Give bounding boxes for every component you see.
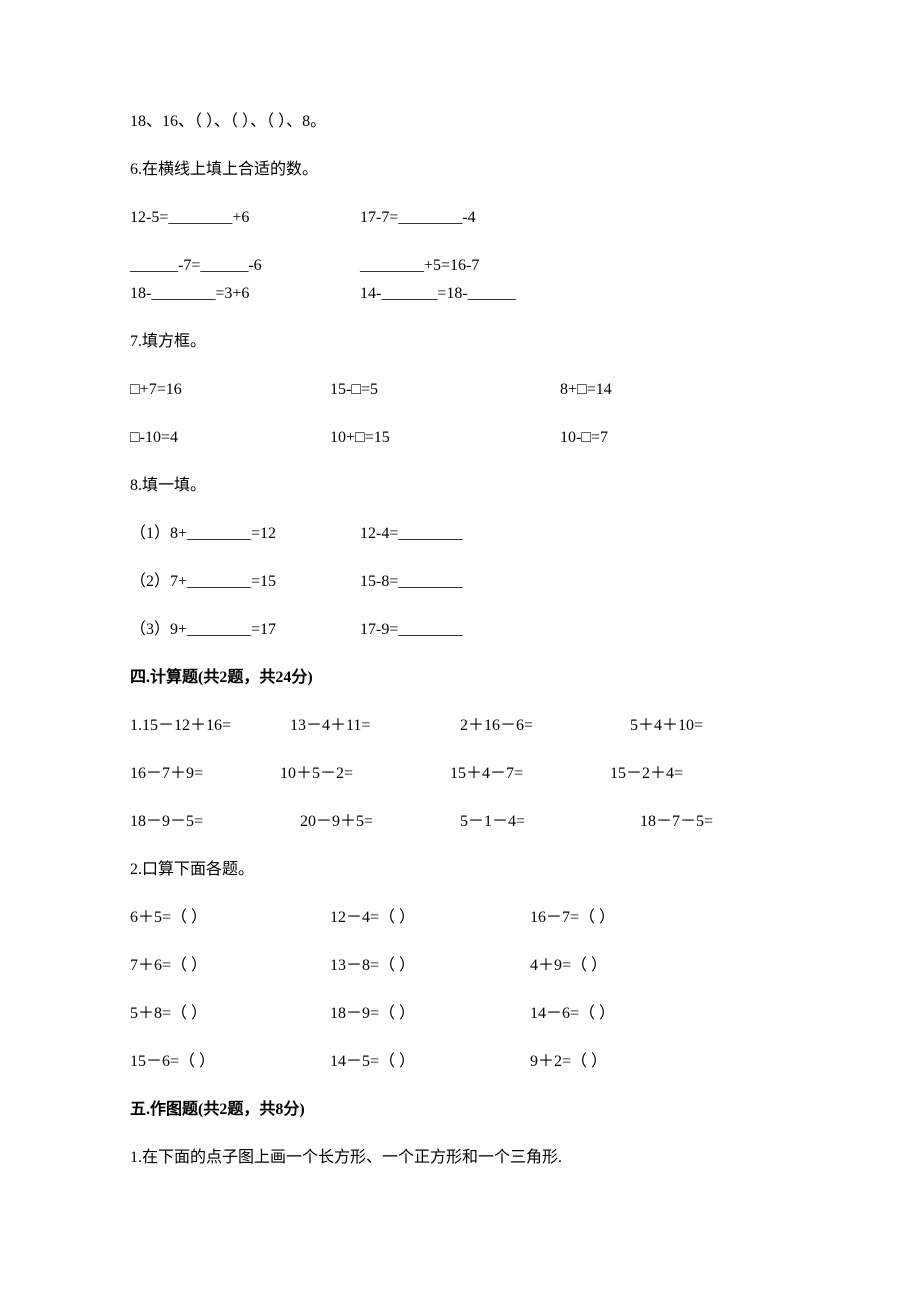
s4-q2-r2-c2: 13－8=（ ） (330, 954, 530, 978)
q6-r3-right: 14-_______=18-______ (360, 282, 516, 306)
q7-row-1: □+7=16 15-□=5 8+□=14 (130, 378, 795, 402)
q8-row-3: （3）9+________=17 17-9=________ (130, 618, 795, 642)
q5-suffix: 、8。 (286, 113, 326, 130)
s4-q1-row-1: 1.15－12＋16= 13－4＋11= 2＋16－6= 5＋4＋10= (130, 714, 795, 738)
q7-r1-c1: □+7=16 (130, 378, 330, 402)
q5-blank-1: （ ） (194, 113, 214, 130)
s4-q2-row-4: 15－6=（ ） 14－5=（ ） 9＋2=（ ） (130, 1050, 795, 1074)
s4-q2-r4-c3: 9＋2=（ ） (530, 1050, 607, 1074)
q8-r2-right: 15-8=________ (360, 570, 462, 594)
q8-r3-left: （3）9+________=17 (130, 618, 360, 642)
s4-q2-r3-c3: 14－6=（ ） (530, 1002, 615, 1026)
s4-q1-r2-c2: 10＋5－2= (280, 762, 450, 786)
q6-r3-left: 18-________=3+6 (130, 282, 360, 306)
q6-title: 6.在横线上填上合适的数。 (130, 158, 795, 182)
q6-r1-right: 17-7=________-4 (360, 206, 476, 230)
s4-q1-r3-c4: 18－7－5= (640, 810, 713, 834)
q7-r2-c1: □-10=4 (130, 426, 330, 450)
q8-row-1: （1）8+________=12 12-4=________ (130, 522, 795, 546)
section5-q1: 1.在下面的点子图上画一个长方形、一个正方形和一个三角形. (130, 1146, 795, 1170)
s4-q1-row-2: 16－7＋9= 10＋5－2= 15＋4－7= 15－2＋4= (130, 762, 795, 786)
s4-q1-r3-c3: 5－1－4= (460, 810, 640, 834)
q5-sep-1: 、 (214, 113, 230, 130)
s4-q2-r1-c2: 12－4=（ ） (330, 906, 530, 930)
section4-header: 四.计算题(共2题，共24分) (130, 666, 795, 690)
q5-sep-2: 、 (250, 113, 266, 130)
s4-q2-row-2: 7＋6=（ ） 13－8=（ ） 4＋9=（ ） (130, 954, 795, 978)
q6-r1-left: 12-5=________+6 (130, 206, 360, 230)
section5-header: 五.作图题(共2题，共8分) (130, 1098, 795, 1122)
s4-q1-r3-c1: 18－9－5= (130, 810, 300, 834)
s4-q2-r3-c1: 5＋8=（ ） (130, 1002, 330, 1026)
s4-q1-row-3: 18－9－5= 20－9＋5= 5－1－4= 18－7－5= (130, 810, 795, 834)
s4-q1-r3-c2: 20－9＋5= (300, 810, 460, 834)
q8-r3-right: 17-9=________ (360, 618, 462, 642)
q6-r2-left: ______-7=______-6 (130, 254, 360, 278)
q5-blank-2: （ ） (230, 113, 250, 130)
q7-r1-c2: 15-□=5 (330, 378, 560, 402)
s4-q2-r2-c1: 7＋6=（ ） (130, 954, 330, 978)
s4-q2-r4-c1: 15－6=（ ） (130, 1050, 330, 1074)
s4-q1-r1-c4: 5＋4＋10= (630, 714, 703, 738)
s4-q1-r1-c2: 13－4＋11= (290, 714, 460, 738)
s4-q1-label: 1. (130, 717, 142, 734)
q6-row-2: ______-7=______-6 ________+5=16-7 (130, 254, 795, 278)
q7-title: 7.填方框。 (130, 330, 795, 354)
s4-q1-r1-c1: 15－12＋16= (142, 717, 231, 734)
s4-q2-r1-c1: 6＋5=（ ） (130, 906, 330, 930)
q8-r1-left: （1）8+________=12 (130, 522, 360, 546)
q6-row-1: 12-5=________+6 17-7=________-4 (130, 206, 795, 230)
s4-q2-r3-c2: 18－9=（ ） (330, 1002, 530, 1026)
q7-r2-c3: 10-□=7 (560, 426, 608, 450)
q5-prefix: 18、16、 (130, 113, 194, 130)
q7-r1-c3: 8+□=14 (560, 378, 612, 402)
q6-r2-right: ________+5=16-7 (360, 254, 479, 278)
s4-q1-r2-c1: 16－7＋9= (130, 762, 280, 786)
s4-q2-title: 2.口算下面各题。 (130, 858, 795, 882)
s4-q2-row-1: 6＋5=（ ） 12－4=（ ） 16－7=（ ） (130, 906, 795, 930)
q6-row-3: 18-________=3+6 14-_______=18-______ (130, 282, 795, 306)
q7-r2-c2: 10+□=15 (330, 426, 560, 450)
q8-row-2: （2）7+________=15 15-8=________ (130, 570, 795, 594)
s4-q2-r1-c3: 16－7=（ ） (530, 906, 615, 930)
s4-q1-r1-c3: 2＋16－6= (460, 714, 630, 738)
s4-q2-r4-c2: 14－5=（ ） (330, 1050, 530, 1074)
s4-q2-r2-c3: 4＋9=（ ） (530, 954, 607, 978)
q8-title: 8.填一填。 (130, 474, 795, 498)
q7-row-2: □-10=4 10+□=15 10-□=7 (130, 426, 795, 450)
q8-r1-right: 12-4=________ (360, 522, 462, 546)
s4-q1-r2-c3: 15＋4－7= (450, 762, 610, 786)
q8-r2-left: （2）7+________=15 (130, 570, 360, 594)
q5-blank-3: （ ） (266, 113, 286, 130)
s4-q2-row-3: 5＋8=（ ） 18－9=（ ） 14－6=（ ） (130, 1002, 795, 1026)
s4-q1-r2-c4: 15－2＋4= (610, 762, 683, 786)
q5-sequence-line: 18、16、（ ）、（ ）、（ ）、8。 (130, 110, 795, 134)
